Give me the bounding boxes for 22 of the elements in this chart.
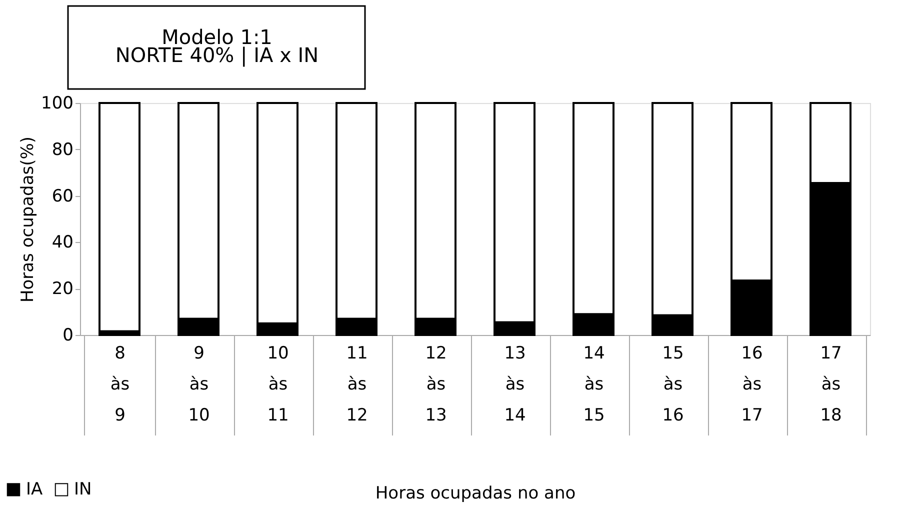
- x-tick-label: 13 às 14: [504, 344, 526, 426]
- x-tick-label: 10 às 11: [267, 344, 289, 426]
- y-axis-title: Horas ocupadas(%): [18, 136, 38, 303]
- x-tick-label: 9 às 10: [188, 344, 210, 426]
- x-tick-label: 8 às 9: [110, 344, 130, 426]
- bar: [98, 102, 140, 332]
- y-tick-label: 20: [52, 279, 74, 300]
- x-tick-label: 15 às 16: [662, 344, 684, 426]
- y-tick-label: 0: [62, 326, 74, 346]
- y-tick-label: 60: [52, 186, 74, 206]
- x-tick-label: 12 às 13: [425, 344, 447, 426]
- y-tick-label: 80: [52, 140, 74, 160]
- x-axis-title: Horas ocupadas no ano: [375, 484, 576, 504]
- y-tick-label: 40: [52, 232, 74, 253]
- chart-subtitle: NORTE 40% | IA x IN: [115, 43, 319, 67]
- legend-label: IA: [26, 480, 44, 500]
- x-tick-label: 11 às 12: [346, 344, 368, 426]
- x-tick-label: 14 às 15: [583, 344, 605, 426]
- legend-label: IN: [74, 480, 92, 500]
- x-tick-label: 16 às 17: [741, 344, 763, 426]
- x-tick-label: 17 às 18: [820, 344, 842, 426]
- y-tick-label: 100: [41, 94, 74, 114]
